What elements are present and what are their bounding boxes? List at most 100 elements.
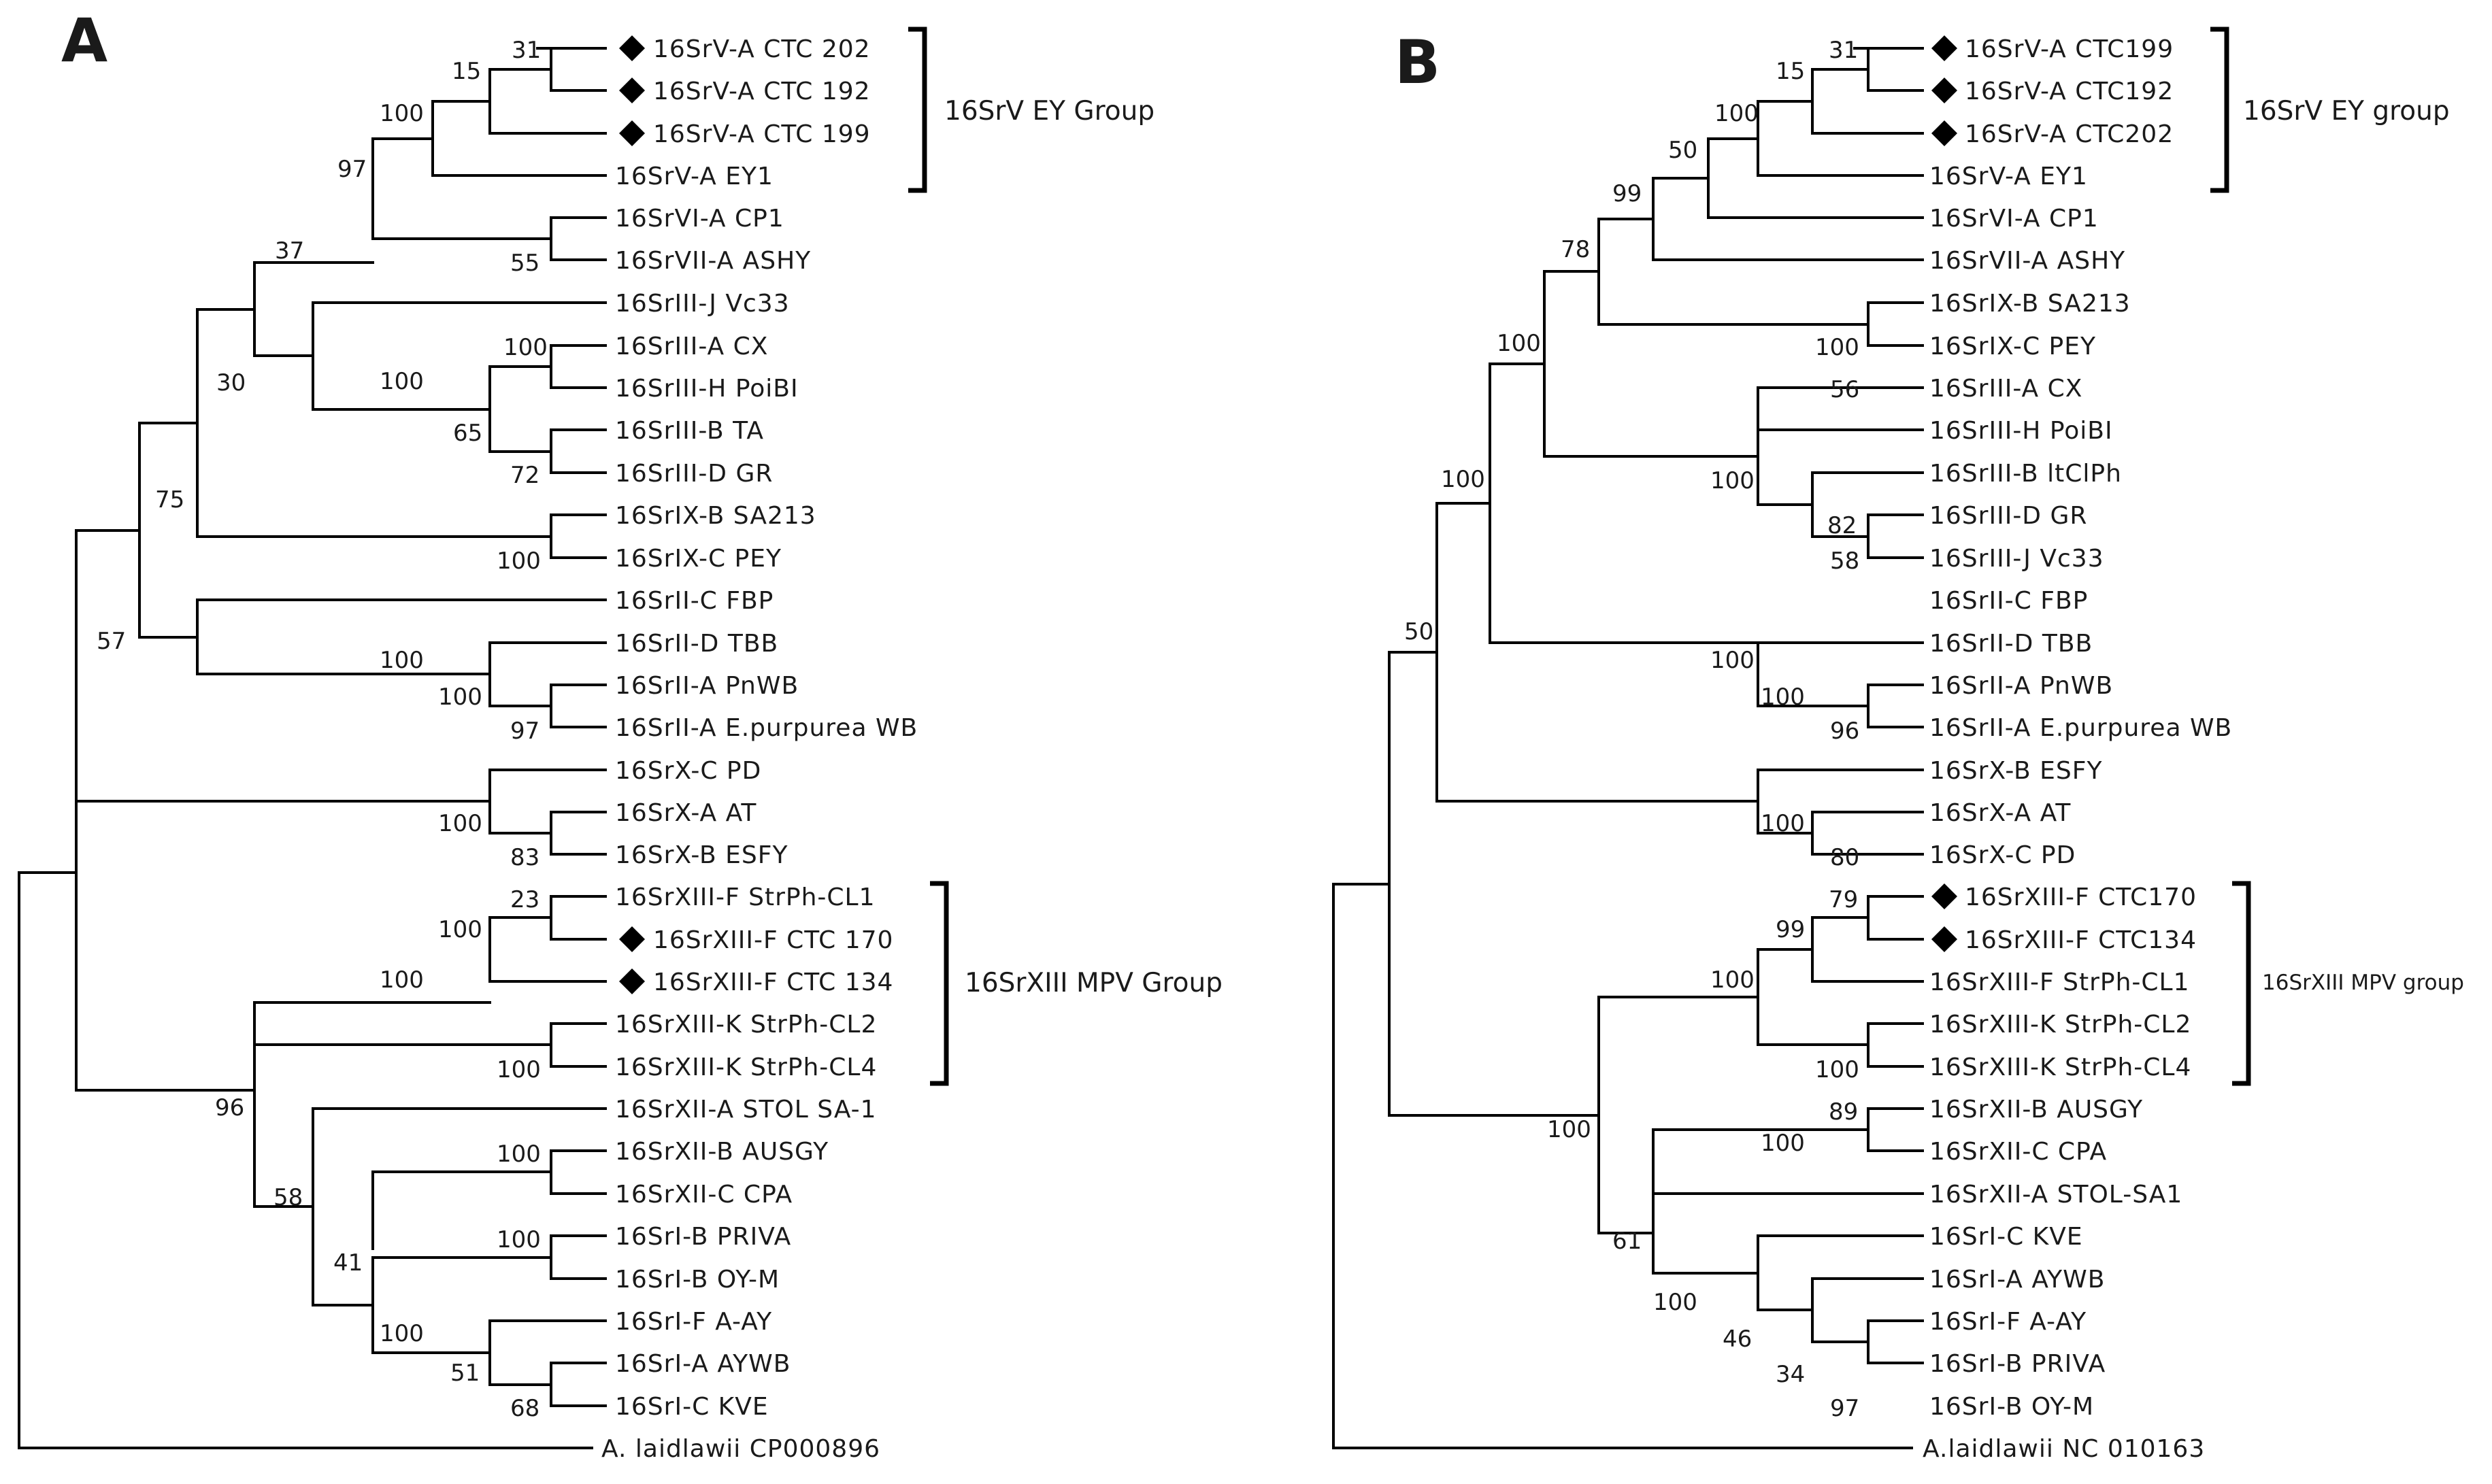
taxon-label: 16SrXII-A STOL-SA1: [1929, 1181, 2182, 1209]
support-value: 83: [510, 844, 539, 871]
diamond-marker-icon: [619, 926, 645, 952]
diamond-marker-icon: [619, 968, 645, 994]
support-value: 31: [1829, 37, 1858, 64]
taxon-label: 16SrV-A CTC199: [1965, 35, 2174, 63]
panel-b-letter: B: [1395, 27, 1440, 97]
taxon-label: 16SrI-A AYWB: [615, 1350, 791, 1378]
support-value: 96: [215, 1094, 244, 1122]
support-value: 79: [1829, 886, 1858, 913]
tree-branch: [488, 365, 552, 453]
support-value: 100: [1714, 100, 1759, 127]
taxon-label: 16SrI-F A-AY: [615, 1308, 772, 1336]
taxon-label: 16SrI-B OY-M: [615, 1266, 780, 1294]
taxon-label: 16SrII-A PnWB: [615, 672, 799, 700]
tree-branch: [253, 1001, 552, 1046]
tree-branch: [550, 344, 607, 389]
taxon-label: 16SrII-C FBP: [615, 587, 774, 615]
tree-branch: [1332, 883, 1913, 1449]
support-value: 97: [1830, 1395, 1859, 1422]
support-value: 96: [1830, 718, 1859, 745]
tree-branch: [1597, 218, 1870, 326]
taxon-label: 16SrV-A EY1: [615, 163, 774, 190]
tree-branch: [550, 1022, 607, 1068]
support-value: 75: [155, 486, 184, 513]
taxon-label: A.laidlawii NC 010163: [1923, 1435, 2205, 1463]
tree-branch: [488, 769, 607, 834]
support-value: 58: [273, 1184, 303, 1211]
taxon-label: 16SrX-C PD: [1929, 841, 2076, 869]
support-value: 82: [1827, 512, 1857, 539]
support-value: 57: [97, 628, 126, 655]
tree-branch: [1867, 1107, 1924, 1152]
taxon-label: 16SrX-B ESFY: [1929, 757, 2102, 785]
support-value: 100: [380, 1320, 424, 1347]
support-value: 99: [1612, 180, 1642, 207]
taxon-label: 16SrX-C PD: [615, 757, 761, 785]
diamond-marker-icon: [1931, 35, 1957, 61]
panel-b-support-values: 31 15 100 50 99 78 100 100 56 100 82 58 …: [1404, 37, 1859, 1422]
group-bracket: [930, 881, 949, 1086]
tree-branch: [550, 1149, 607, 1195]
support-value: 31: [512, 37, 541, 64]
taxon-label: 16SrII-D TBB: [1929, 630, 2093, 658]
taxon-label: 16SrV-A CTC202: [1965, 120, 2174, 148]
taxon-label: 16SrXII-C CPA: [1929, 1138, 2107, 1166]
support-value: 78: [1561, 236, 1590, 263]
taxon-label: 16SrII-C FBP: [1929, 587, 2088, 615]
tree-branch: [18, 871, 593, 1449]
tree-branch: [550, 513, 607, 559]
taxon-label: 16SrI-B PRIVA: [615, 1223, 791, 1251]
support-value: 100: [497, 547, 541, 575]
support-value: 100: [497, 1226, 541, 1253]
tree-branch: [1652, 1128, 1924, 1195]
support-value: 58: [1830, 547, 1859, 575]
support-value: 100: [1653, 1289, 1697, 1316]
tree-branch: [488, 1319, 607, 1386]
taxon-label: 16SrI-F A-AY: [1929, 1308, 2087, 1336]
group-bracket: [2210, 27, 2229, 193]
diamond-marker-icon: [619, 120, 645, 146]
group-label-mpv: 16SrXIII MPV Group: [965, 968, 1223, 998]
diamond-marker-icon: [1931, 78, 1957, 103]
support-value: 100: [1710, 966, 1755, 994]
tree-branch: [371, 1170, 552, 1250]
support-value: 72: [510, 462, 539, 489]
taxon-label: 16SrII-D TBB: [615, 630, 778, 658]
panel-b-tree: B: [1332, 27, 2464, 1463]
support-value: 15: [452, 58, 481, 85]
support-value: 51: [450, 1360, 480, 1387]
support-value: 23: [510, 886, 539, 913]
taxon-label: 16SrX-A AT: [1929, 799, 2071, 827]
diamond-marker-icon: [1931, 120, 1957, 146]
tree-branch: [1597, 996, 1759, 1234]
support-value: 37: [275, 237, 304, 265]
taxon-label: 16SrIII-J Vc33: [1929, 545, 2104, 573]
taxon-label: 16SrVI-A CP1: [615, 205, 784, 233]
taxon-label: 16SrIX-B SA213: [615, 502, 816, 530]
taxon-label: 16SrI-C KVE: [615, 1393, 769, 1421]
taxon-label: 16SrI-B OY-M: [1929, 1393, 2094, 1421]
taxon-label: 16SrXIII-K StrPh-CL4: [1929, 1053, 2191, 1081]
panel-b-group-brackets: 16SrV EY group 16SrXIII MPV group: [2210, 27, 2464, 1086]
tree-branch: [371, 137, 552, 240]
panel-b-taxa: 16SrV-A CTC199 16SrV-A CTC192 16SrV-A CT…: [1923, 35, 2232, 1463]
taxon-label: 16SrXII-B AUSGY: [1929, 1096, 2143, 1124]
support-value: 97: [337, 156, 367, 183]
support-value: 100: [380, 100, 424, 127]
tree-branch: [1543, 270, 1759, 458]
taxon-label: 16SrXIII-F CTC 170: [653, 926, 893, 954]
taxon-label: 16SrIII-H PoiBI: [1929, 417, 2113, 445]
taxon-label: 16SrV-A EY1: [1929, 163, 2088, 190]
diamond-marker-icon: [619, 78, 645, 103]
taxon-label: 16SrV-A CTC 202: [653, 35, 871, 63]
diamond-marker-icon: [1931, 883, 1957, 909]
support-value: 100: [1710, 647, 1755, 674]
taxon-label: 16SrV-A CTC 192: [653, 78, 871, 105]
taxon-label: 16SrXIII-F CTC 134: [653, 968, 893, 996]
taxon-label: A. laidlawii CP000896: [601, 1435, 880, 1463]
taxon-label: 16SrIII-D GR: [1929, 502, 2087, 530]
taxon-label: 16SrIII-D GR: [615, 460, 773, 488]
taxon-label: 16SrII-A E.purpurea WB: [1929, 714, 2232, 742]
support-value: 100: [497, 1056, 541, 1083]
